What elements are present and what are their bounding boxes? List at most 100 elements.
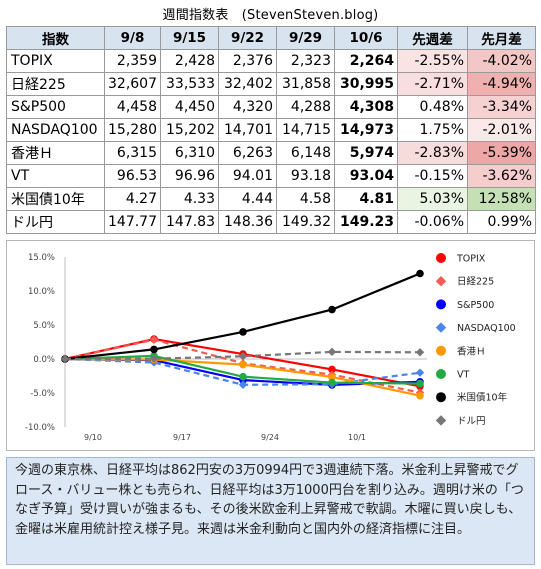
header-date-5: 10/6 (334, 26, 398, 50)
row-month-diff: 12.58% (467, 187, 536, 211)
row-value: 15,202 (160, 118, 219, 142)
row-value: 4.33 (160, 187, 219, 211)
line-chart: 15.0% 10.0% 5.0% 0.0% -5.0% -10.0% 9/10 9/17 9/2… (6, 240, 535, 451)
table-header-row: 指数 9/8 9/15 9/22 9/29 10/6 先週差 先月差 (6, 26, 536, 50)
data-point (60, 354, 70, 364)
row-week-diff: 1.75% (397, 118, 468, 142)
legend-label: S&P500 (457, 300, 494, 311)
x-tick-label: 9/24 (261, 433, 279, 442)
y-tick-label: 15.0% (28, 253, 55, 263)
y-tick-label: 5.0% (33, 321, 55, 331)
header-month-diff: 先月差 (467, 26, 536, 50)
data-point (328, 365, 336, 374)
legend-label: VT (457, 370, 469, 381)
row-value: 14,715 (276, 118, 335, 142)
data-point (328, 378, 336, 387)
row-index-name: ドル円 (6, 210, 105, 234)
row-value: 15,280 (104, 118, 161, 142)
row-value: 4,458 (104, 95, 161, 119)
row-value: 93.18 (276, 164, 335, 188)
row-value: 6,263 (218, 141, 277, 165)
legend-label: 香港Ｈ (457, 345, 486, 357)
y-tick-label: -5.0% (30, 389, 55, 399)
legend-marker (436, 369, 446, 379)
row-value: 6,148 (276, 141, 335, 165)
row-value: 2,264 (334, 49, 398, 73)
y-tick-label: 10.0% (28, 287, 55, 297)
data-point (328, 305, 336, 314)
data-point (416, 379, 424, 388)
row-value: 4.27 (104, 187, 161, 211)
data-point (239, 360, 247, 369)
row-value: 96.96 (160, 164, 219, 188)
row-value: 6,315 (104, 141, 161, 165)
row-value: 4,320 (218, 95, 277, 119)
legend-label: 米国債10年 (457, 392, 508, 404)
row-value: 32,607 (104, 72, 161, 96)
index-table: 指数 9/8 9/15 9/22 9/29 10/6 先週差 先月差 TOPIX… (6, 26, 536, 234)
row-month-diff: -2.01% (467, 118, 536, 142)
row-index-name: NASDAQ100 (6, 118, 105, 142)
row-month-diff: -3.34% (467, 95, 536, 119)
row-value: 2,376 (218, 49, 277, 73)
row-index-name: 日経225 (6, 72, 105, 96)
row-index-name: VT (6, 164, 105, 188)
legend-marker (435, 276, 447, 287)
row-value: 14,973 (334, 118, 398, 142)
legend-marker (436, 392, 446, 403)
x-tick-label: 10/1 (348, 433, 366, 442)
x-tick-label: 9/17 (173, 433, 191, 442)
row-month-diff: -4.02% (467, 49, 536, 73)
row-value: 149.32 (276, 210, 335, 234)
row-week-diff: -2.55% (397, 49, 468, 73)
data-point (415, 348, 425, 357)
data-point (415, 368, 425, 377)
table-row: NASDAQ100 15,280 15,202 14,701 14,715 14,973 1… (6, 118, 536, 142)
row-value: 96.53 (104, 164, 161, 188)
legend-marker (435, 415, 447, 426)
row-value: 2,323 (276, 49, 335, 73)
legend-marker (436, 253, 446, 263)
table-row: ドル円 147.77 147.83 148.36 149.32 149.23 -0.06% 0… (6, 210, 536, 234)
data-point (149, 335, 159, 344)
row-value: 149.23 (334, 210, 398, 234)
row-value: 5,974 (334, 141, 398, 165)
x-tick-label: 9/10 (84, 433, 102, 442)
row-month-diff: -5.39% (467, 141, 536, 165)
row-month-diff: -4.94% (467, 72, 536, 96)
row-value: 147.83 (160, 210, 219, 234)
row-value: 30,995 (334, 72, 398, 96)
row-week-diff: -0.06% (397, 210, 468, 234)
y-tick-label: 0.0% (33, 355, 55, 365)
row-value: 4,308 (334, 95, 398, 119)
table-row: 米国債10年 4.27 4.33 4.44 4.58 4.81 5.03% 12.58% (6, 187, 536, 211)
row-month-diff: 0.99% (467, 210, 536, 234)
row-index-name: 米国債10年 (6, 187, 105, 211)
legend-label: NASDAQ100 (457, 323, 516, 334)
legend-marker (436, 299, 446, 310)
data-point (328, 373, 336, 381)
weekly-comment: 今週の東京株、日経平均は862円安の3万0994円で3週連続下落。米金利上昇警戒… (6, 457, 535, 565)
y-tick-label: -10.0% (25, 423, 55, 433)
row-week-diff: 0.48% (397, 95, 468, 119)
table-row: VT 96.53 96.96 94.01 93.18 93.04 -0.15% -3.62% (6, 164, 536, 188)
data-point (239, 328, 247, 336)
data-point (416, 391, 424, 400)
data-point (238, 352, 248, 361)
header-date-2: 9/15 (160, 26, 219, 50)
legend-label: ドル円 (457, 416, 486, 427)
row-value: 31,858 (276, 72, 335, 96)
table-row: 日経225 32,607 33,533 32,402 31,858 30,995 -2.71… (6, 72, 536, 96)
data-point (327, 347, 337, 357)
row-value: 4.58 (276, 187, 335, 211)
row-value: 2,428 (160, 49, 219, 73)
row-value: 14,701 (218, 118, 277, 142)
page-title: 週間指数表 (StevenSteven.blog) (162, 8, 379, 23)
row-week-diff: -2.83% (397, 141, 468, 165)
data-point (149, 354, 159, 363)
row-value: 4.44 (218, 187, 277, 211)
line-chart-svg: 15.0% 10.0% 5.0% 0.0% -5.0% -10.0% 9/10 9/17 9/2… (25, 253, 516, 442)
table-row: 香港Ｈ 6,315 6,310 6,263 6,148 5,974 -2.83% -5.39% (6, 141, 536, 165)
table-row: TOPIX 2,359 2,428 2,376 2,323 2,264 -2.55% -4.0… (6, 49, 536, 73)
header-index: 指数 (6, 26, 105, 50)
